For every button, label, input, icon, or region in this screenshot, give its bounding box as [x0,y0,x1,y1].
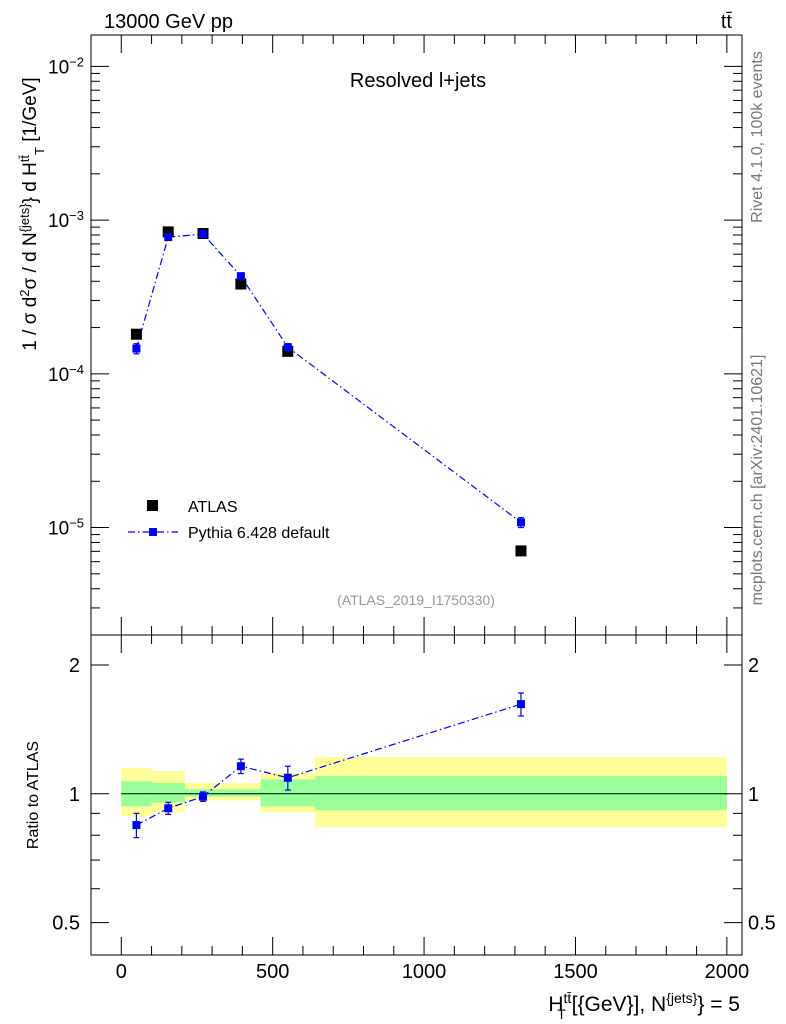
ratio-data-point [516,700,525,709]
ratio-data-point [283,773,292,782]
ratio-y-tick-label-left: 1 [69,784,80,806]
main-series [130,226,527,557]
ratio-series-line [136,703,522,826]
rivet-version-label: Rivet 4.1.0, 100k events [749,51,766,223]
atlas-data-point [515,545,527,557]
main-axis-ticks [91,35,742,636]
process-label: tt̄ [721,11,733,33]
ratio-panel: 0.5 0.5 1 1 2 2 0 500 1000 1500 2000 Ratio to ATLA… [25,634,776,1022]
ratio-series [132,692,525,839]
legend-atlas-label: ATLAS [188,499,238,516]
ratio-y-tick-label-left: 2 [69,655,80,677]
analysis-id-label: (ATLAS_2019_I1750330) [337,592,495,608]
pythia-data-point [283,343,292,352]
ratio-x-tick-label: 1000 [402,961,447,983]
ratio-y-tick-label-right: 1 [748,784,759,806]
ratio-axis-ticks [91,635,742,955]
ratio-y-tick-label-left: 0.5 [52,913,80,935]
main-y-tick-labels: 10−5 10−4 10−3 10−2 [48,54,84,540]
mcplots-label: mcplots.cern.ch [arXiv:2401.10621] [749,355,766,606]
ratio-x-tick-label: 500 [256,961,289,983]
ratio-x-tick-label: 1500 [553,961,598,983]
pythia-data-point [516,518,525,527]
legend: ATLAS Pythia 6.428 default [128,499,330,542]
x-axis-title: Htt̄ T [{GeV}], N{jets}} = 5 [548,990,740,1022]
main-y-tick-label: 10−5 [48,515,84,540]
ratio-y-axis-title: Ratio to ATLAS [25,741,42,849]
ratio-data-point [199,792,208,801]
ratio-x-tick-label: 0 [116,961,127,983]
stat-uncertainty-band [151,782,185,803]
atlas-data-point [282,345,294,357]
energy-label: 13000 GeV pp [104,11,233,33]
main-y-tick-label: 10−2 [48,54,84,79]
main-panel-title: Resolved l+jets [350,70,486,92]
ratio-uncertainty-bands [121,756,727,828]
atlas-data-point [162,226,174,238]
main-plot-frame [90,34,743,636]
ratio-data-point [236,762,245,771]
main-y-axis-title: 1 / σ d2σ / d N{jets}} d Htt̄T [1/GeV] [17,77,47,350]
stat-uncertainty-band [315,776,727,811]
pythia-series-line [135,233,522,523]
atlas-data-point [130,328,142,340]
main-panel: 10−5 10−4 10−3 10−2 Resolved l+jets (ATLAS_… [17,34,743,636]
ratio-y-tick-label-right: 2 [748,655,759,677]
main-y-tick-label: 10−3 [48,208,84,233]
pythia-data-point [164,233,173,242]
ratio-y-tick-label-right: 0.5 [748,913,776,935]
pythia-data-point [132,344,141,353]
ratio-x-tick-label: 2000 [705,961,750,983]
legend-pythia-label: Pythia 6.428 default [188,525,330,542]
ratio-data-point [132,821,141,830]
legend-atlas-marker [147,500,158,511]
ratio-tick-labels: 0.5 0.5 1 1 2 2 0 500 1000 1500 2000 [52,655,776,983]
pythia-data-point [199,230,208,239]
main-y-tick-label: 10−4 [48,361,84,386]
ratio-plot-frame [90,634,743,956]
legend-pythia-marker [149,528,157,536]
ratio-data-point [164,804,173,813]
stat-uncertainty-band [221,789,261,797]
atlas-data-point [235,278,247,290]
pythia-data-point [236,272,245,281]
